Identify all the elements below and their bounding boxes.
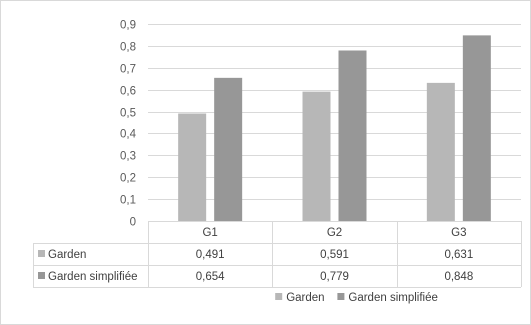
bar-garden-simplifiée-g2 — [338, 50, 367, 222]
table-series-name: Garden simplifiée — [48, 271, 137, 283]
legend-key — [337, 293, 345, 300]
y-tick-label: 0,1 — [120, 195, 136, 207]
table-legend-key — [38, 272, 45, 279]
y-tick-label: 0,8 — [120, 42, 136, 54]
bar-garden-g1 — [178, 113, 207, 221]
bar-garden-g2 — [302, 91, 331, 222]
y-axis: 0 0,1 0,2 0,3 0,4 0,5 0,6 0,7 0,8 0,9 — [120, 20, 137, 229]
category-label: G2 — [327, 227, 342, 239]
bar-garden-g3 — [426, 82, 455, 222]
y-tick-label: 0 — [130, 217, 136, 229]
y-tick-label: 0,5 — [120, 108, 136, 120]
table-value-cell: 0,779 — [320, 271, 349, 283]
bar-garden-simplifiée-g1 — [214, 77, 243, 221]
table-value-cell: 0,654 — [196, 271, 225, 283]
table-value-cell: 0,848 — [444, 271, 473, 283]
table-value-cell: 0,491 — [196, 249, 225, 261]
y-tick-label: 0,2 — [120, 173, 136, 185]
category-label: G3 — [451, 227, 466, 239]
category-label: G1 — [202, 227, 217, 239]
legend: Garden Garden simplifiée — [275, 292, 438, 304]
y-tick-label: 0,3 — [120, 151, 136, 163]
y-tick-label: 0,4 — [120, 129, 137, 141]
legend-label: Garden simplifiée — [348, 292, 437, 304]
table-series-name: Garden — [48, 249, 86, 261]
gridlines — [148, 24, 521, 200]
bar-garden-simplifiée-g3 — [462, 35, 491, 222]
bars — [178, 35, 491, 222]
y-tick-label: 0,6 — [120, 86, 136, 98]
table-value-cell: 0,591 — [320, 249, 349, 261]
legend-key — [275, 293, 283, 300]
legend-label: Garden — [286, 292, 324, 304]
table-legend-key — [38, 250, 45, 257]
data-table: G1 G2 G3 Garden 0,491 0,591 0,631 Garden simpli… — [33, 221, 522, 288]
y-tick-label: 0,7 — [120, 64, 136, 76]
y-tick-label: 0,9 — [120, 20, 136, 32]
table-value-cell: 0,631 — [444, 249, 473, 261]
